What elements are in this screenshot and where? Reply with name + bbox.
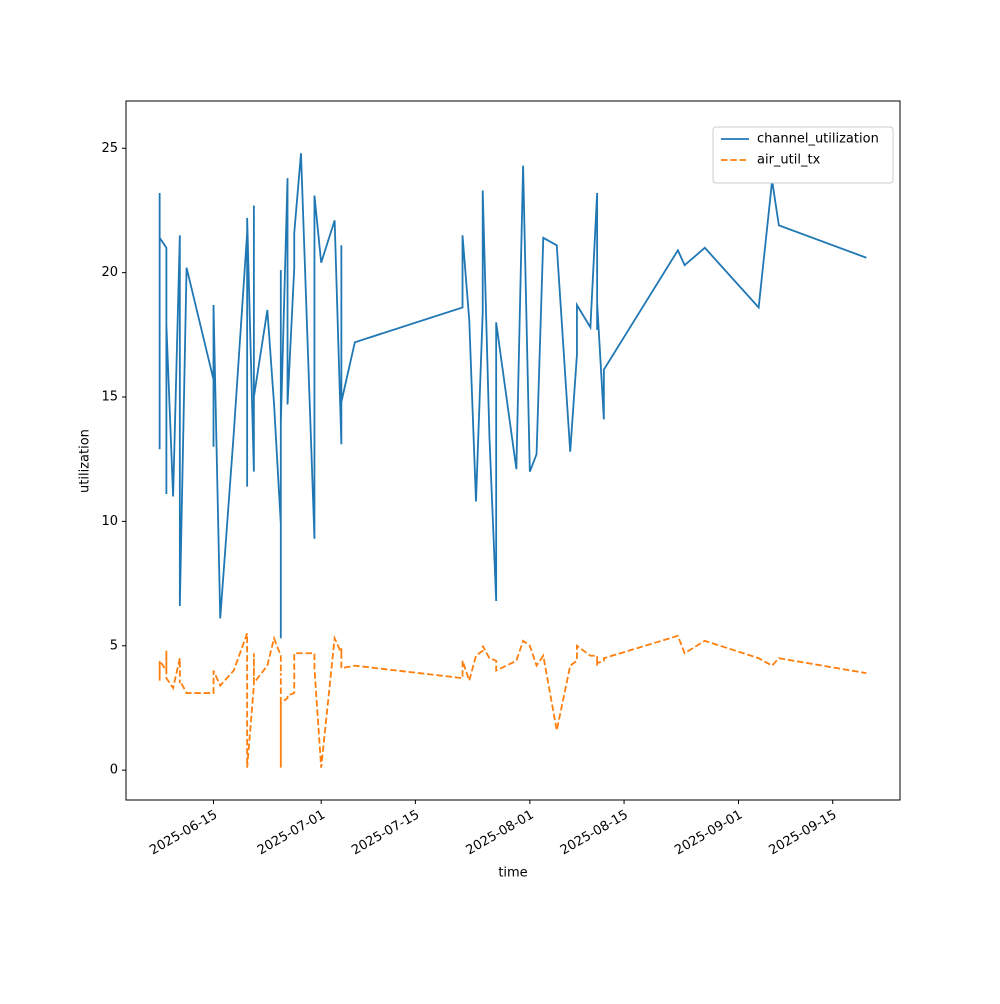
series-line xyxy=(158,153,867,639)
y-tick-label: 20 xyxy=(101,265,118,280)
legend-box xyxy=(712,126,894,184)
legend-label: channel_utilization xyxy=(757,132,879,147)
y-tick-label: 0 xyxy=(110,763,118,778)
y-tick-label: 5 xyxy=(110,638,118,653)
legend-label: air_util_tx xyxy=(757,153,821,168)
y-tick-label: 25 xyxy=(101,141,118,156)
y-tick-label: 10 xyxy=(101,514,118,529)
y-tick-label: 15 xyxy=(101,390,118,405)
x-axis-label: time xyxy=(498,866,527,881)
y-axis-label: utilization xyxy=(78,429,93,493)
plot-frame xyxy=(125,100,901,801)
series-line xyxy=(158,633,867,768)
